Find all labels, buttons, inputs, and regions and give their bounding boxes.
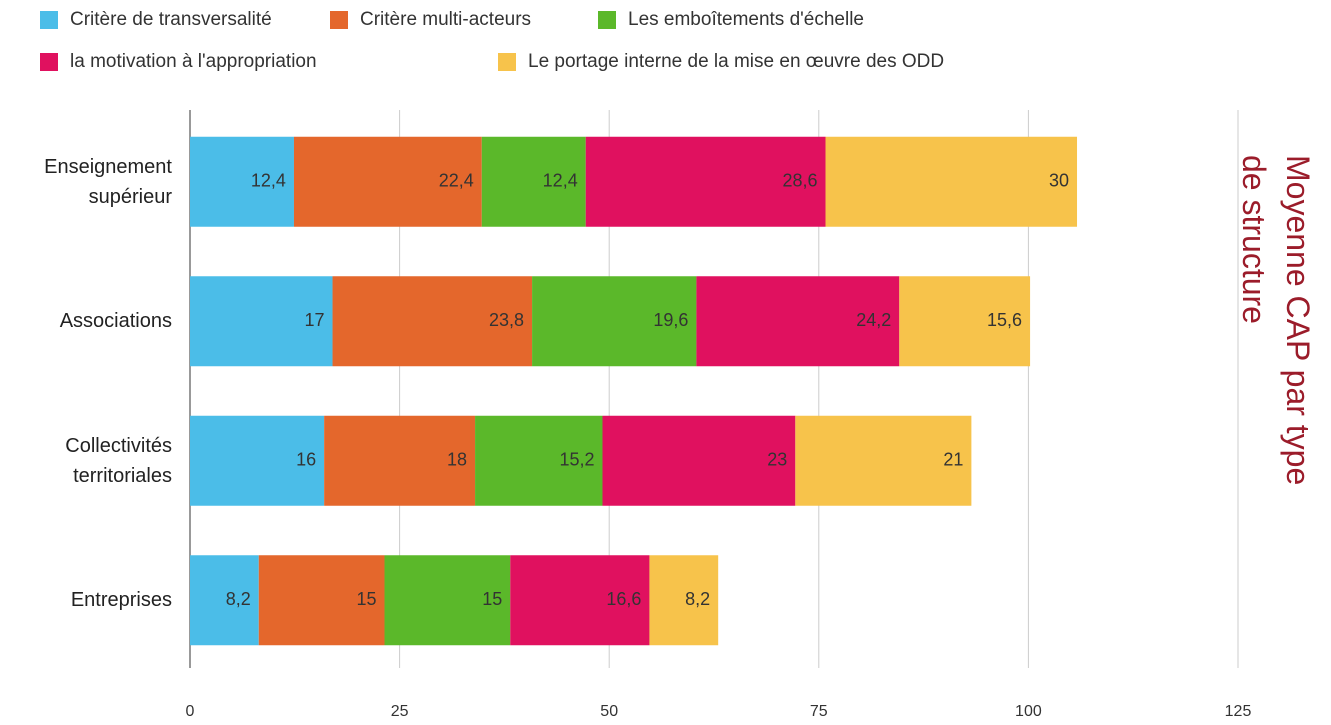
data-label: 8,2 [685, 589, 710, 609]
legend-label: Les emboîtements d'échelle [628, 9, 864, 30]
legend-label: Critère de transversalité [70, 9, 272, 30]
legend-swatch [40, 53, 58, 71]
bar-segment [190, 415, 325, 506]
data-label: 17 [304, 310, 324, 330]
x-tick-label: 75 [810, 703, 828, 720]
data-label: 12,4 [251, 171, 286, 191]
bar-segment [384, 555, 511, 646]
data-label: 15,2 [559, 450, 594, 470]
x-tick-label: 25 [391, 703, 409, 720]
data-label: 23 [767, 450, 787, 470]
legend-swatch [598, 11, 616, 29]
x-tick-label: 100 [1015, 703, 1042, 720]
bar-segment [649, 555, 719, 646]
data-label: 16 [296, 450, 316, 470]
data-label: 12,4 [543, 171, 578, 191]
legend-swatch [40, 11, 58, 29]
data-label: 19,6 [653, 310, 688, 330]
bar-segment [696, 276, 900, 367]
bar-segment [899, 276, 1031, 367]
y-tick-label: Associations [59, 310, 172, 333]
y-tick-label: Entreprises [70, 589, 172, 612]
x-tick-label: 50 [600, 703, 618, 720]
bar-segment [190, 136, 294, 227]
legend-label: Critère multi-acteurs [360, 9, 531, 30]
data-label: 24,2 [856, 310, 891, 330]
bar-segment [324, 415, 476, 506]
data-label: 15,6 [987, 310, 1022, 330]
legend-label: la motivation à l'appropriation [70, 51, 317, 72]
bar-segment [825, 136, 1078, 227]
x-tick-label: 125 [1225, 703, 1252, 720]
chart-title: Moyenne CAP par type de structure [1236, 155, 1316, 486]
legend-label: Le portage interne de la mise en œuvre d… [528, 51, 944, 72]
bar-segment [510, 555, 650, 646]
x-tick-label: 0 [186, 703, 195, 720]
data-label: 22,4 [439, 171, 474, 191]
bar-segment [258, 555, 385, 646]
data-label: 16,6 [606, 589, 641, 609]
bar-segment [475, 415, 603, 506]
data-label: 28,6 [782, 171, 817, 191]
bar-segment [481, 136, 586, 227]
data-label: 18 [447, 450, 467, 470]
bar-segment [332, 276, 533, 367]
data-label: 30 [1049, 171, 1069, 191]
bar-segment [293, 136, 482, 227]
legend-swatch [498, 53, 516, 71]
bar-segment [795, 415, 972, 506]
y-tick-label: Enseignement supérieur [44, 155, 172, 208]
data-label: 21 [943, 450, 963, 470]
bar-segment [190, 555, 259, 646]
y-tick-label: Collectivités territoriales [65, 434, 172, 487]
legend-swatch [330, 11, 348, 29]
data-label: 15 [356, 589, 376, 609]
data-label: 8,2 [226, 589, 251, 609]
bar-segment [532, 276, 697, 367]
data-label: 15 [482, 589, 502, 609]
bar-segment [190, 276, 333, 367]
data-label: 23,8 [489, 310, 524, 330]
bar-segment [602, 415, 796, 506]
bar-segment [585, 136, 826, 227]
